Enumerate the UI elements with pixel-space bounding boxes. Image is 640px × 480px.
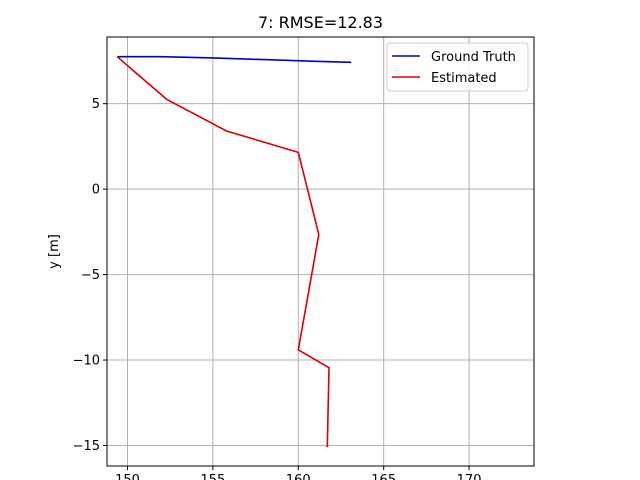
series-lines [116,55,352,448]
y-axis-label: y [m] [47,234,62,269]
y-tick-label: −5 [81,268,100,283]
ticks: 150 155 160 165 170 5 0 −5 −10 −15 [73,97,482,480]
y-tick-label: −15 [73,439,100,454]
grid [107,37,534,466]
series-line-ground-truth [117,55,352,64]
legend: Ground Truth Estimated [386,42,529,92]
series-line-estimated [116,56,330,448]
chart-title: 7: RMSE=12.83 [258,13,383,32]
x-tick-label: 165 [371,473,396,480]
plot-frame [106,36,535,467]
y-tick-label: −10 [73,354,100,369]
legend-box [386,42,529,92]
y-tick-label: 0 [92,183,100,198]
y-tick-label: 5 [92,97,100,112]
legend-label: Ground Truth [431,50,516,65]
x-tick-label: 155 [200,473,225,480]
x-tick-label: 160 [286,473,311,480]
x-tick-label: 150 [115,473,140,480]
x-tick-label: 170 [457,473,482,480]
legend-label: Estimated [431,71,497,86]
